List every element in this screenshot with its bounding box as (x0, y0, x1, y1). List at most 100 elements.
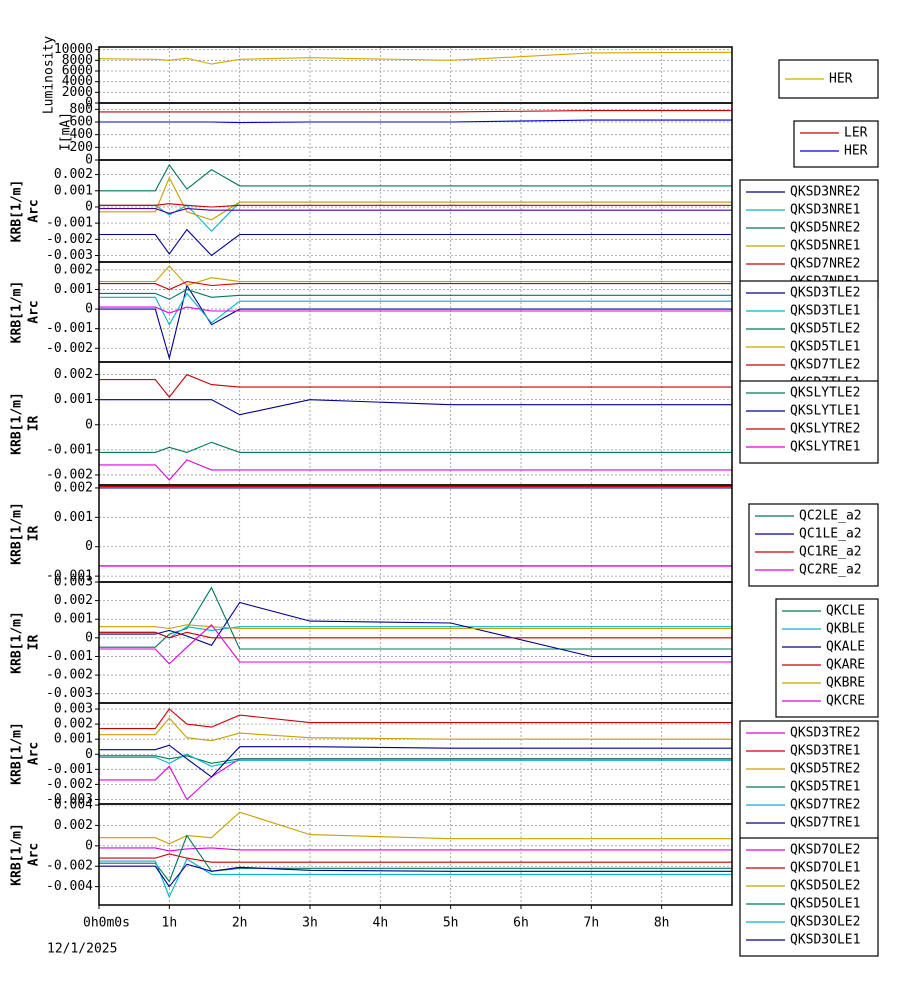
y-tick-label: 0 (85, 96, 93, 111)
x-tick-label: 8h (654, 916, 670, 931)
y-axis-label: I[mA] (59, 112, 74, 151)
y-tick-label: -0.002 (46, 777, 93, 792)
legend-label: QKALE (826, 640, 865, 655)
y-tick-label: 0.002 (54, 818, 93, 833)
legend-label: QKSD3NRE1 (790, 203, 860, 218)
legend-label: QC1RE_a2 (799, 545, 862, 560)
legend-label: QKSD3TLE1 (790, 304, 860, 319)
series-line (99, 623, 732, 665)
series-line (99, 399, 732, 416)
y-tick-label: -0.004 (46, 879, 93, 894)
x-tick-label: 3h (302, 916, 318, 931)
y-tick-label: 2000 (62, 85, 93, 100)
y-tick-label: 10000 (54, 42, 93, 57)
y-axis-label: KRB[1/m] (10, 722, 25, 785)
x-tick-label: 1h (162, 916, 178, 931)
y-axis-label: IR (27, 526, 42, 542)
legend-label: QKARE (826, 658, 865, 673)
legend-label: QKSD3OLE2 (790, 915, 860, 930)
legend-label: QKSD7OLE1 (790, 861, 860, 876)
y-tick-label: 0.001 (54, 732, 93, 747)
legend-label: QKSD5OLE2 (790, 879, 860, 894)
legend: QKCLE QKBLE QKALE QKARE QKBRE QKCRE (775, 598, 879, 718)
y-tick-label: 0.001 (54, 183, 93, 198)
y-axis-label: IR (27, 635, 42, 651)
y-tick-label: 0 (85, 539, 93, 554)
series-line (99, 281, 732, 291)
plot-frame (98, 581, 733, 704)
series-line (99, 284, 732, 361)
legend-box (748, 503, 879, 587)
y-tick-label: -0.002 (46, 859, 93, 874)
legend-label: QC2RE_a2 (799, 563, 862, 578)
y-tick-label: -0.001 (46, 762, 93, 777)
plot-frame (98, 159, 733, 263)
legend-label: QKSD5TLE2 (790, 322, 860, 337)
legend: HER (778, 59, 879, 99)
series-line (99, 176, 732, 221)
y-tick-label: -0.002 (46, 232, 93, 247)
x-tick-label: 5h (443, 916, 459, 931)
y-tick-label: 0 (85, 838, 93, 853)
legend-box (775, 598, 879, 718)
legend-box (739, 280, 879, 400)
series-line (99, 811, 732, 845)
y-tick-label: 0 (85, 630, 93, 645)
series-line (99, 441, 732, 453)
y-tick-label: 4000 (62, 74, 93, 89)
y-axis-label: Arc (27, 742, 42, 765)
y-tick-label: -0.002 (46, 467, 93, 482)
y-tick-label: -0.003 (46, 686, 93, 701)
series-line (99, 292, 732, 326)
y-tick-label: 0 (85, 199, 93, 214)
y-tick-label: 0.001 (54, 282, 93, 297)
legend-label: QKSLYTRE2 (790, 422, 860, 437)
series-line (99, 288, 732, 300)
plot-frame (98, 702, 733, 805)
legend-label: QKSD3TRE1 (790, 744, 860, 759)
legend-label: QC1LE_a2 (799, 527, 862, 542)
series-line (99, 459, 732, 481)
legend: QC2LE_a2 QC1LE_a2 QC1RE_a2 QC2RE_a2 (748, 503, 879, 587)
y-tick-label: 0.002 (54, 480, 93, 495)
legend-label: QKSD5OLE1 (790, 897, 860, 912)
series-line (99, 858, 732, 899)
legend-label: QKSD3TRE2 (790, 726, 860, 741)
y-tick-label: -0.002 (46, 341, 93, 356)
y-tick-label: 0.002 (54, 717, 93, 732)
legend-label: QKSD5TRE2 (790, 762, 860, 777)
y-tick-label: 0.002 (54, 167, 93, 182)
y-axis-label: KRB[1/m] (10, 180, 25, 243)
y-tick-label: -0.002 (46, 668, 93, 683)
legend-label: QKSLYTLE1 (790, 404, 860, 419)
plot-frame (98, 261, 733, 363)
x-tick-label: 6h (513, 916, 529, 931)
series-line (98, 51, 733, 65)
legend-label: QKSD7OLE2 (790, 843, 860, 858)
y-tick-label: -0.003 (46, 792, 93, 807)
series-line (99, 624, 732, 630)
y-tick-label: 600 (70, 115, 93, 130)
y-tick-label: 0.001 (54, 392, 93, 407)
series-line (99, 753, 732, 767)
legend-label: QC2LE_a2 (799, 509, 862, 524)
legend-label: QKSD5NRE2 (790, 221, 860, 236)
series-line (99, 744, 732, 778)
legend-label: QKSD7NRE2 (790, 257, 860, 272)
y-tick-label: -0.001 (46, 321, 93, 336)
legend-box (739, 179, 879, 299)
legend-box (739, 380, 879, 464)
legend-label: QKCRE (826, 694, 865, 709)
plot-frame (98, 361, 733, 486)
y-axis-label: Arc (27, 843, 42, 866)
legend-box (739, 837, 879, 957)
series-line (99, 601, 732, 658)
legend-box (793, 120, 879, 168)
y-tick-label: 0 (85, 747, 93, 762)
plot-frame (98, 46, 733, 104)
series-line (99, 586, 732, 650)
legend-label: QKSD7TRE2 (790, 798, 860, 813)
legend-label: QKSD3NRE2 (790, 185, 860, 200)
legend-label: HER (829, 72, 853, 87)
